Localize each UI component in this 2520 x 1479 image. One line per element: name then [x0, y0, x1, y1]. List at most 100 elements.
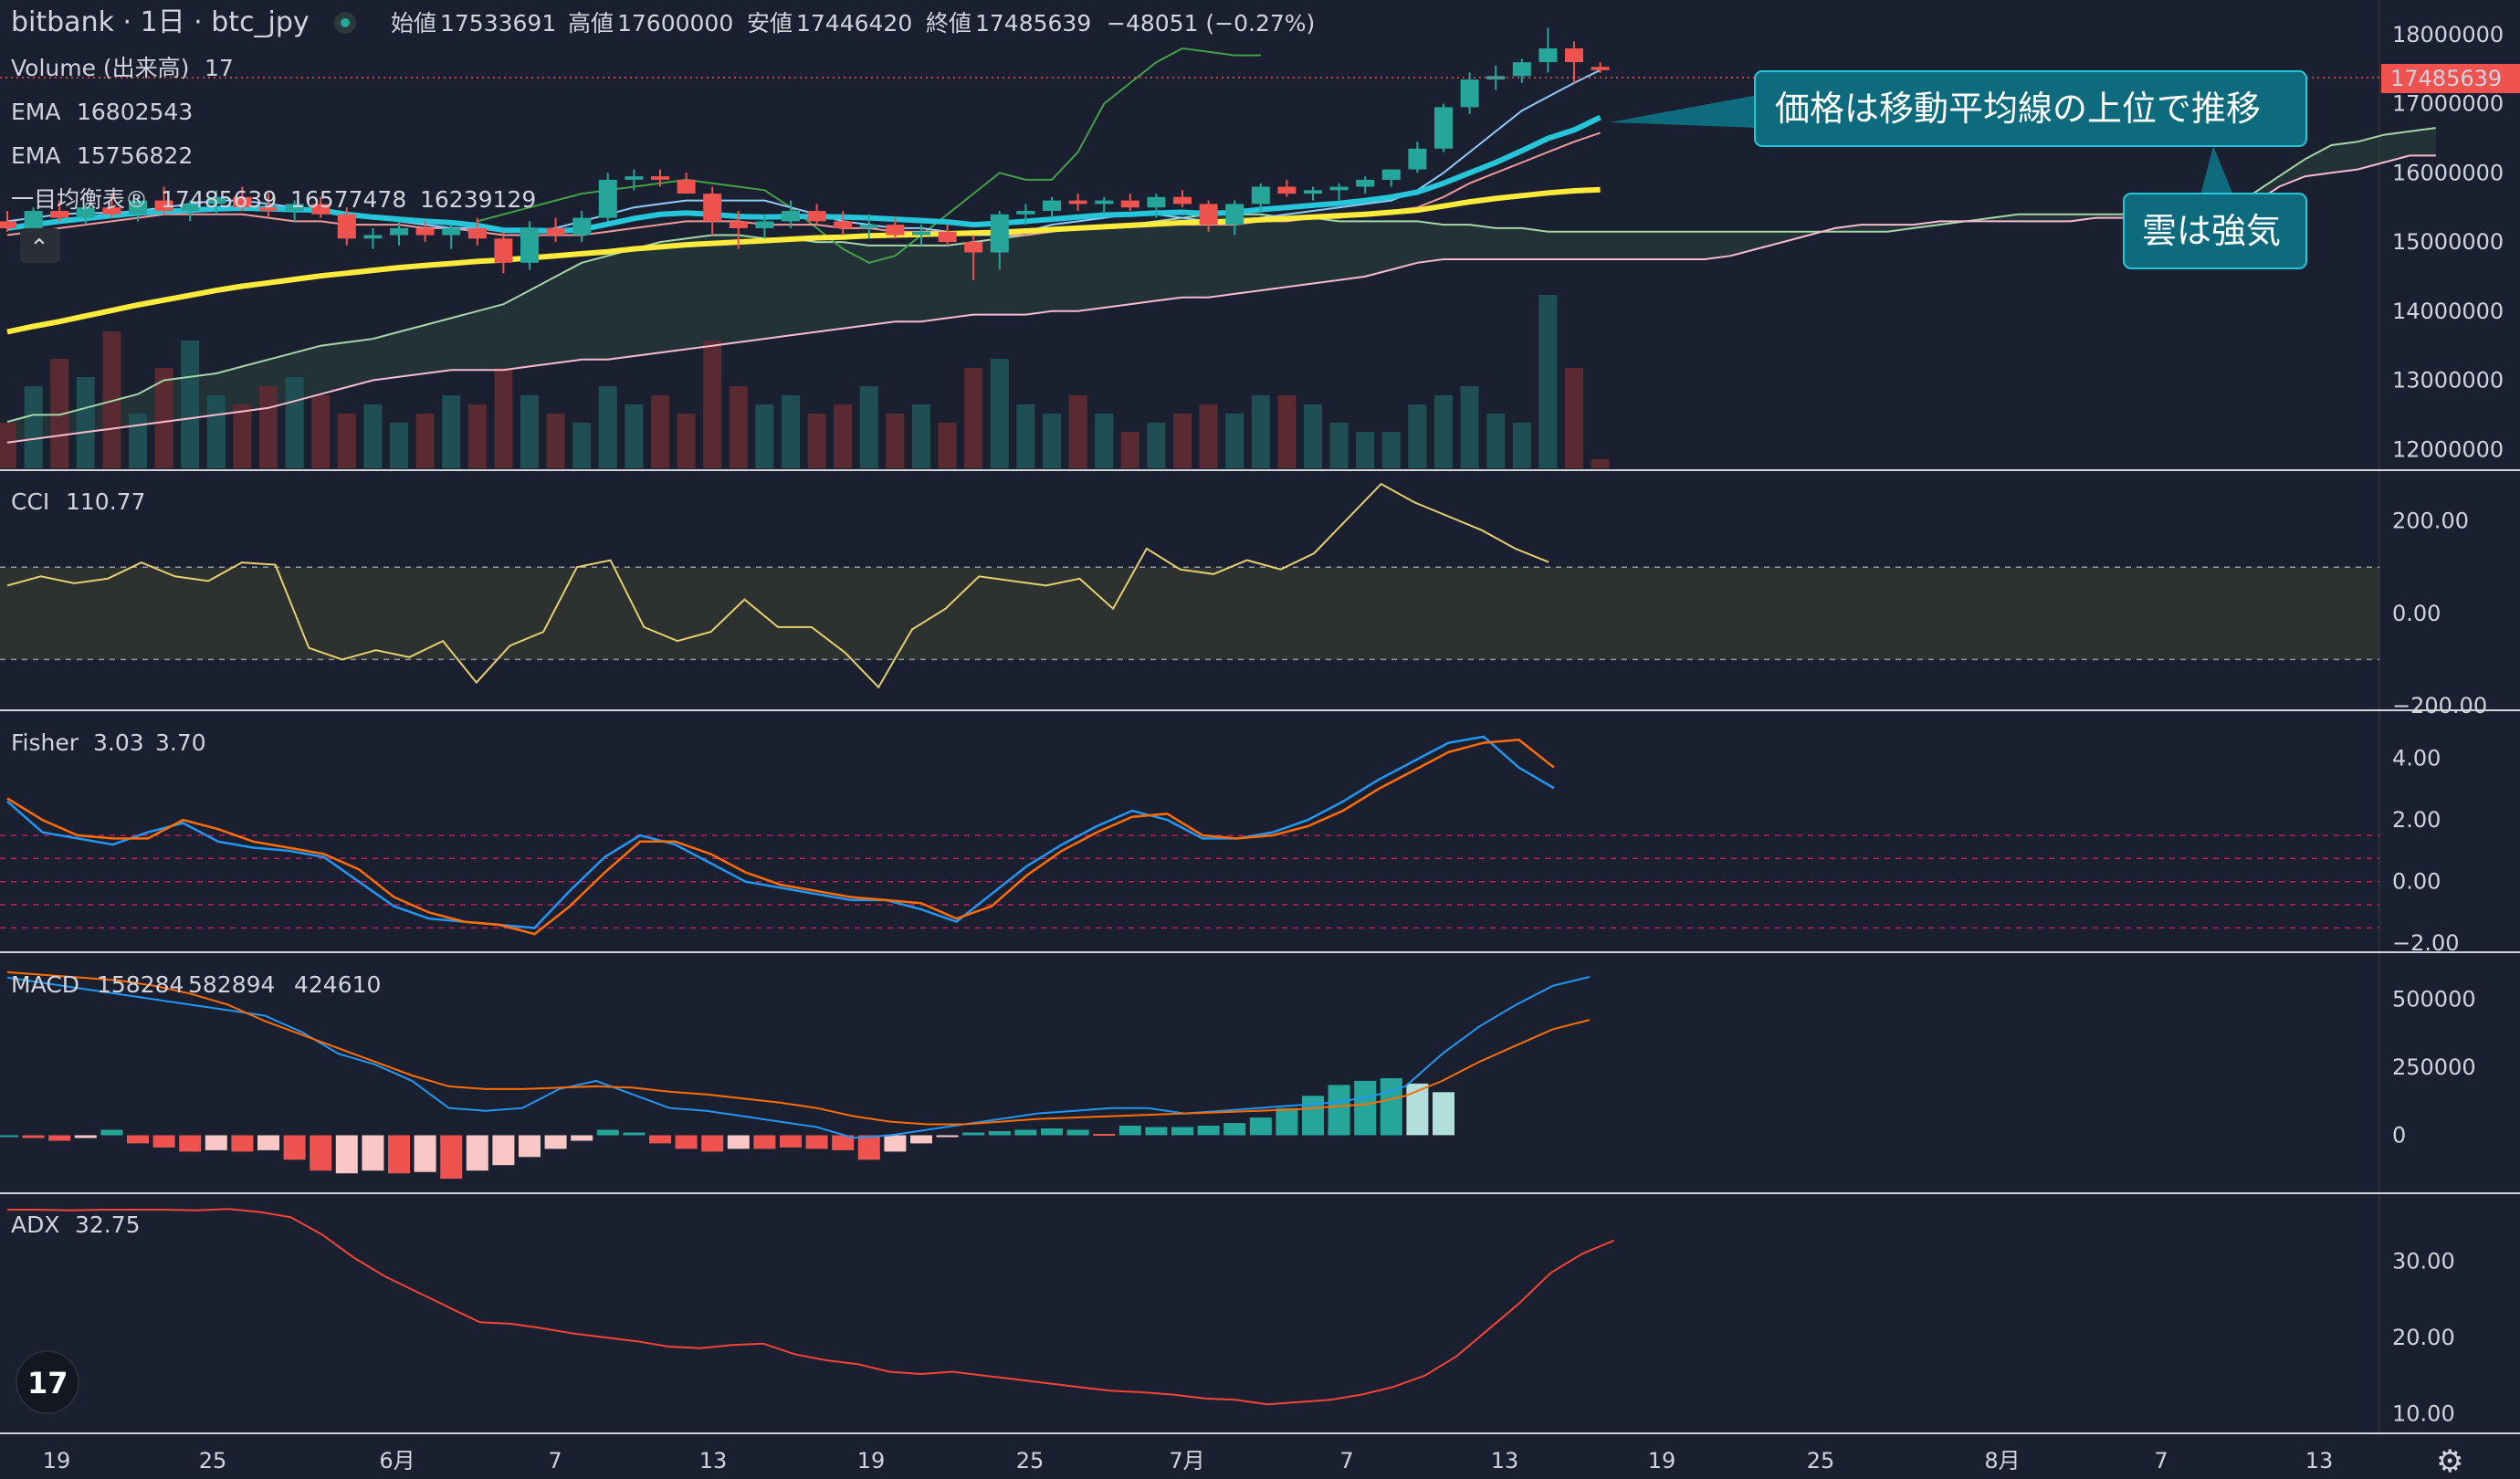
- volume-bar: [1304, 404, 1322, 468]
- fisher-label[interactable]: Fisher: [11, 729, 79, 756]
- callout-price-box: [1754, 70, 2307, 147]
- candle-body: [572, 217, 592, 236]
- candle-body: [834, 221, 853, 228]
- candle-body: [1512, 62, 1531, 77]
- axis-tick-label: −2.00: [2392, 930, 2460, 956]
- volume-bar: [154, 368, 173, 468]
- time-axis[interactable]: 19 25 6月 7 13 19 25 7月 7 13 19 25 8月 7 13: [43, 1448, 2334, 1474]
- macd-histogram-bar: [362, 1135, 384, 1171]
- callout-price-pointer: [1610, 95, 1758, 128]
- macd-histogram-bar: [1093, 1134, 1116, 1136]
- volume-bar: [337, 414, 356, 468]
- tradingview-logo[interactable]: [16, 1350, 79, 1414]
- ema-slow-legend-label[interactable]: EMA: [11, 142, 60, 169]
- candle-body: [520, 227, 539, 263]
- macd-histogram-bar: [100, 1129, 123, 1136]
- macd-histogram-bar: [1171, 1127, 1193, 1136]
- fisher-trigger-line: [6, 739, 1555, 936]
- chevron-up-icon: ⌃: [29, 235, 49, 262]
- volume-bar: [1381, 432, 1401, 468]
- candle-body: [363, 235, 383, 239]
- time-axis-label: 13: [1491, 1448, 1519, 1474]
- cci-label[interactable]: CCI: [11, 488, 49, 515]
- volume-bar: [520, 395, 539, 468]
- axis-tick-label: 10.00: [2392, 1400, 2455, 1426]
- candle-body: [24, 211, 43, 228]
- macd-histogram-bar: [988, 1131, 1011, 1136]
- volume-bar: [1434, 395, 1453, 468]
- volume-bar: [572, 423, 592, 468]
- macd-histogram-bar: [884, 1135, 907, 1152]
- candle-body: [1043, 200, 1061, 211]
- symbol-title[interactable]: bitbank · 1日 · btc_jpy: [11, 6, 310, 38]
- collapse-legend-button[interactable]: [20, 228, 60, 263]
- candle-body: [1251, 186, 1270, 205]
- volume-bar: [494, 368, 513, 468]
- volume-legend-label[interactable]: Volume (出来高): [11, 55, 189, 81]
- volume-bar: [50, 359, 69, 468]
- candle-body: [181, 204, 200, 211]
- macd-histogram-bar: [1433, 1092, 1454, 1136]
- macd-histogram-bar: [832, 1135, 855, 1150]
- axis-tick-label: 4.00: [2392, 746, 2441, 771]
- candle-body: [76, 207, 95, 218]
- volume-bar: [1120, 432, 1139, 468]
- macd-histogram-bar: [1197, 1126, 1220, 1136]
- low-label: 安値: [747, 10, 793, 37]
- time-axis-label: 6月: [379, 1448, 415, 1474]
- fisher-levels: [0, 834, 2379, 929]
- macd-histogram-bar: [48, 1135, 71, 1141]
- axis-tick-label: 17000000: [2392, 91, 2504, 117]
- candle-body: [546, 227, 565, 236]
- volume-bar: [651, 395, 669, 468]
- fisher-axis: 4.00 2.00 0.00 −2.00: [2392, 746, 2460, 957]
- macd-label[interactable]: MACD: [11, 971, 79, 998]
- macd-histogram-bar: [544, 1135, 567, 1149]
- close-label: 終値: [926, 10, 971, 37]
- macd-histogram: [0, 1078, 1454, 1180]
- price-panel[interactable]: 18000000 17000000 16000000 15000000 14000000…: [0, 22, 2520, 468]
- low-value: 17446420: [796, 10, 912, 37]
- cci-band: [0, 567, 2379, 660]
- open-label: 始値: [391, 10, 436, 37]
- fisher-panel[interactable]: 4.00 2.00 0.00 −2.00 Fisher 3.03 3.70: [0, 729, 2460, 956]
- macd-histogram-bar: [753, 1135, 776, 1149]
- volume-bar: [259, 386, 278, 468]
- macd-hist-value: 158284: [97, 971, 184, 998]
- volume-bar: [859, 386, 878, 468]
- macd-histogram-bar: [1354, 1080, 1377, 1136]
- volume-bar: [1591, 459, 1610, 468]
- macd-histogram-bar: [257, 1135, 279, 1150]
- volume-bar: [1147, 423, 1166, 468]
- candle-body: [782, 211, 800, 222]
- axis-tick-label: 0: [2392, 1123, 2406, 1149]
- adx-panel[interactable]: 30.00 20.00 10.00 ADX 32.75 17: [7, 1208, 2455, 1426]
- ema-slow-line: [6, 186, 1601, 335]
- volume-bar: [938, 423, 957, 468]
- macd-histogram-bar: [805, 1135, 828, 1149]
- time-axis-label: 13: [2305, 1448, 2334, 1474]
- axis-tick-label: 250000: [2392, 1054, 2476, 1080]
- candle-body: [1147, 196, 1166, 208]
- ichimoku-legend-label[interactable]: 一目均衡表®: [11, 186, 148, 213]
- candle-body: [755, 221, 774, 228]
- volume-bar: [1173, 414, 1192, 468]
- candle-body: [1434, 107, 1453, 149]
- macd-panel[interactable]: 500000 250000 0 MACD 158284 582894 424610: [0, 970, 2476, 1180]
- candle-body: [1460, 79, 1479, 108]
- volume-bar: [1460, 386, 1479, 468]
- settings-gear-icon[interactable]: ⚙: [2436, 1443, 2463, 1479]
- ichimoku-cloud: [7, 128, 2436, 443]
- macd-histogram-bar: [1145, 1127, 1168, 1136]
- volume-bars: [0, 295, 1610, 468]
- volume-bar: [76, 377, 95, 468]
- candle-body: [415, 227, 435, 236]
- axis-tick-label: 16000000: [2392, 160, 2504, 185]
- adx-label[interactable]: ADX: [11, 1212, 59, 1238]
- macd-histogram-bar: [22, 1135, 45, 1138]
- macd-histogram-bar: [910, 1135, 932, 1144]
- ema-fast-legend-label[interactable]: EMA: [11, 99, 60, 125]
- candle-body: [964, 242, 983, 253]
- macd-histogram-bar: [1328, 1085, 1350, 1136]
- cci-panel[interactable]: 200.00 0.00 −200.00 CCI 110.77: [0, 482, 2487, 719]
